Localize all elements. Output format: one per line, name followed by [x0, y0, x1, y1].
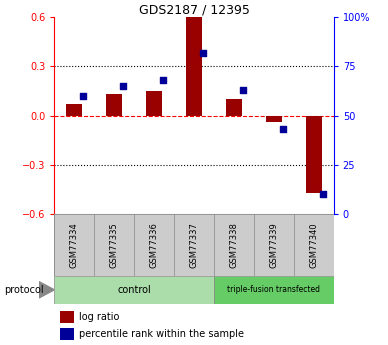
Title: GDS2187 / 12395: GDS2187 / 12395: [139, 3, 249, 16]
Bar: [60, 310, 74, 323]
Text: GSM77337: GSM77337: [189, 222, 199, 268]
Point: [239, 87, 246, 93]
Text: GSM77335: GSM77335: [110, 222, 119, 268]
Text: percentile rank within the sample: percentile rank within the sample: [80, 329, 244, 339]
Point: [80, 93, 86, 99]
Point: [319, 191, 326, 197]
Bar: [54, 276, 214, 304]
Bar: [66, 104, 82, 116]
Polygon shape: [39, 282, 54, 298]
Text: GSM77339: GSM77339: [269, 222, 278, 268]
Bar: [266, 116, 282, 122]
Text: protocol: protocol: [4, 285, 43, 295]
Bar: [186, 17, 202, 116]
Point: [120, 83, 126, 89]
Bar: [60, 328, 74, 340]
Point: [279, 127, 286, 132]
Text: log ratio: log ratio: [80, 312, 120, 322]
Text: GSM77340: GSM77340: [309, 222, 318, 268]
Text: GSM77338: GSM77338: [229, 222, 238, 268]
Point: [200, 50, 206, 56]
Text: control: control: [117, 285, 151, 295]
Point: [160, 77, 166, 83]
Bar: [226, 99, 242, 116]
Text: GSM77336: GSM77336: [150, 222, 159, 268]
Text: GSM77334: GSM77334: [70, 222, 79, 268]
Bar: [306, 116, 322, 193]
Text: triple-fusion transfected: triple-fusion transfected: [227, 285, 320, 294]
Bar: [214, 276, 334, 304]
Bar: [146, 91, 162, 116]
Bar: [106, 94, 122, 116]
